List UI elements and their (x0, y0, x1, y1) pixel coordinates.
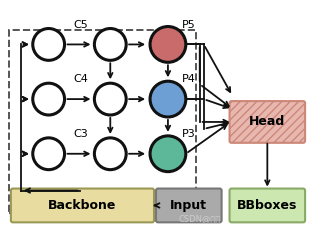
Text: P4: P4 (182, 74, 196, 84)
Circle shape (150, 27, 186, 62)
FancyBboxPatch shape (11, 188, 154, 222)
Text: C5: C5 (73, 19, 88, 30)
Circle shape (95, 83, 126, 115)
Text: BBboxes: BBboxes (237, 199, 297, 212)
Text: Head: Head (249, 115, 285, 128)
FancyBboxPatch shape (230, 101, 305, 143)
FancyBboxPatch shape (156, 188, 222, 222)
Text: C3: C3 (73, 129, 88, 139)
Circle shape (95, 29, 126, 60)
FancyBboxPatch shape (230, 188, 305, 222)
Text: P5: P5 (182, 19, 196, 30)
Text: C4: C4 (73, 74, 88, 84)
Circle shape (33, 138, 65, 170)
Text: Backbone: Backbone (48, 199, 116, 212)
Bar (9, 30, 196, 213)
Text: P3: P3 (182, 129, 196, 139)
Circle shape (95, 138, 126, 170)
Circle shape (150, 136, 186, 172)
Circle shape (33, 83, 65, 115)
Text: CSDN@视学: CSDN@视学 (179, 214, 221, 223)
Circle shape (150, 81, 186, 117)
Circle shape (33, 29, 65, 60)
Text: Input: Input (170, 199, 207, 212)
